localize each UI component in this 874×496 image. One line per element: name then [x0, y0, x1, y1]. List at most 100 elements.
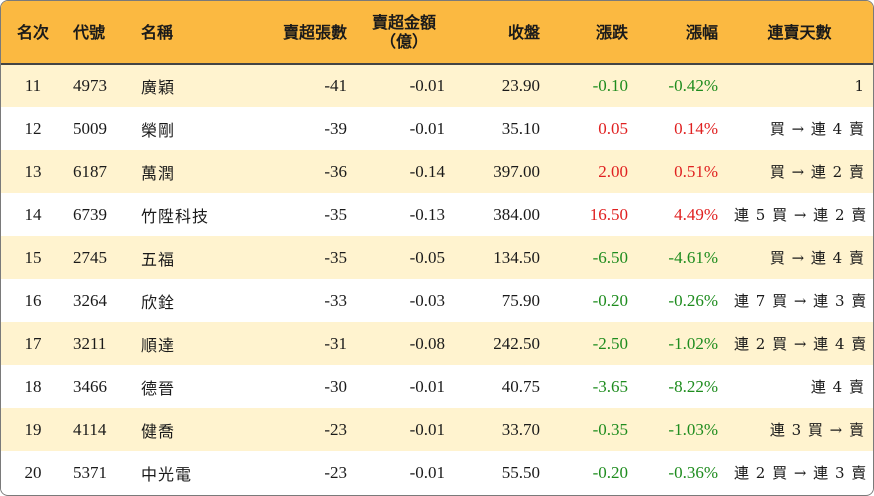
- table-row[interactable]: 19 4114 健喬 -23 -0.01 33.70 -0.35 -1.03% 連 3 買 → …: [1, 408, 873, 451]
- streak-cell: 連 2 買 → 連 4 賣: [734, 335, 868, 353]
- streak-cell: 買 → 連 2 賣: [769, 163, 865, 181]
- sell-volume-cell: -23: [324, 419, 347, 439]
- sell-amount-cell: -0.13: [409, 204, 445, 224]
- rank-cell: 16: [24, 290, 42, 310]
- pct-cell: -4.61%: [668, 247, 718, 267]
- rank-cell: 15: [24, 247, 42, 267]
- streak-cell: 買 → 連 4 賣: [769, 249, 865, 267]
- name-cell: 中光電: [141, 464, 193, 484]
- pct-cell: -8.22%: [668, 376, 718, 396]
- sell-volume-cell: -31: [324, 333, 347, 353]
- streak-cell: 買 → 連 4 賣: [769, 120, 865, 138]
- pct-cell: -0.26%: [668, 290, 718, 310]
- streak-cell: 1: [854, 77, 865, 95]
- table-row[interactable]: 11 4973 廣穎 -41 -0.01 23.90 -0.10 -0.42% 1: [1, 64, 873, 107]
- pct-cell: -1.02%: [668, 333, 718, 353]
- change-cell: 0.05: [598, 118, 628, 138]
- streak-cell: 連 3 買 → 賣: [769, 421, 865, 439]
- code-cell: 5009: [73, 118, 107, 138]
- pct-cell: -0.42%: [668, 76, 718, 95]
- close-cell: 242.50: [493, 333, 540, 353]
- change-cell: -3.65: [592, 376, 628, 396]
- rank-cell: 12: [24, 118, 42, 138]
- table-row[interactable]: 16 3264 欣銓 -33 -0.03 75.90 -0.20 -0.26% 連 7 買 → …: [1, 279, 873, 322]
- pct-cell: 0.51%: [674, 161, 718, 181]
- header-rank[interactable]: 名次: [16, 22, 49, 42]
- streak-cell: 連 4 賣: [810, 378, 865, 396]
- sell-amount-cell: -0.14: [409, 161, 445, 181]
- sell-amount-cell: -0.01: [409, 118, 445, 138]
- code-cell: 6187: [73, 161, 107, 181]
- header-sell-volume[interactable]: 賣超張數: [282, 22, 347, 42]
- header-name[interactable]: 名稱: [141, 22, 174, 42]
- sell-volume-cell: -30: [324, 376, 347, 396]
- rank-cell: 17: [24, 333, 42, 353]
- code-cell: 5371: [73, 462, 107, 482]
- header-close[interactable]: 收盤: [507, 22, 540, 42]
- sell-volume-cell: -39: [324, 118, 347, 138]
- code-cell: 4114: [73, 419, 107, 439]
- header-sell-amount[interactable]: 賣超金額 （億）: [355, 1, 453, 64]
- name-cell: 竹陞科技: [141, 206, 210, 226]
- close-cell: 384.00: [493, 204, 540, 224]
- code-cell: 2745: [73, 247, 107, 267]
- header-streak[interactable]: 連賣天數: [767, 22, 832, 42]
- name-cell: 廣穎: [141, 78, 176, 97]
- sell-amount-cell: -0.01: [409, 462, 445, 482]
- name-cell: 五福: [141, 249, 176, 269]
- header-pct[interactable]: 漲幅: [685, 22, 718, 42]
- change-cell: -0.10: [592, 76, 628, 95]
- close-cell: 397.00: [493, 161, 540, 181]
- sell-volume-cell: -33: [324, 290, 347, 310]
- table-row[interactable]: 18 3466 德晉 -30 -0.01 40.75 -3.65 -8.22% 連 4 賣: [1, 365, 873, 408]
- header-row: 名次 代號 名稱 賣超張數 賣超金額 （億） 收盤 漲跌 漲幅 連賣天數: [1, 1, 873, 64]
- sell-volume-cell: -23: [324, 462, 347, 482]
- code-cell: 3466: [73, 376, 107, 396]
- table-row[interactable]: 17 3211 順達 -31 -0.08 242.50 -2.50 -1.02% 連 2 買 →…: [1, 322, 873, 365]
- rank-cell: 14: [24, 204, 42, 224]
- rank-cell: 11: [24, 76, 42, 95]
- header-change[interactable]: 漲跌: [595, 22, 628, 42]
- sell-amount-cell: -0.03: [409, 290, 445, 310]
- sell-volume-cell: -41: [324, 76, 347, 95]
- close-cell: 75.90: [501, 290, 540, 310]
- table-row[interactable]: 20 5371 中光電 -23 -0.01 55.50 -0.20 -0.36% 連 2 買 →…: [1, 451, 873, 494]
- sell-volume-cell: -36: [324, 161, 347, 181]
- table-row[interactable]: 15 2745 五福 -35 -0.05 134.50 -6.50 -4.61% 買 → 連 4…: [1, 236, 873, 279]
- close-cell: 35.10: [501, 118, 540, 138]
- streak-cell: 連 2 買 → 連 3 賣: [734, 464, 868, 482]
- change-cell: 16.50: [589, 204, 628, 224]
- change-cell: -0.20: [592, 290, 628, 310]
- close-cell: 40.75: [501, 376, 540, 396]
- name-cell: 萬潤: [141, 163, 176, 183]
- table-row[interactable]: 13 6187 萬潤 -36 -0.14 397.00 2.00 0.51% 買 → 連 2 賣: [1, 150, 873, 193]
- name-cell: 德晉: [141, 378, 176, 398]
- name-cell: 順達: [141, 335, 176, 355]
- name-cell: 欣銓: [141, 292, 176, 312]
- rank-cell: 19: [24, 419, 42, 439]
- table-row[interactable]: 12 5009 榮剛 -39 -0.01 35.10 0.05 0.14% 買 → 連 4 賣: [1, 107, 873, 150]
- code-cell: 3264: [73, 290, 107, 310]
- change-cell: -6.50: [592, 247, 628, 267]
- code-cell: 3211: [73, 333, 107, 353]
- code-cell: 6739: [73, 204, 107, 224]
- header-code[interactable]: 代號: [73, 22, 106, 42]
- streak-cell: 連 7 買 → 連 3 賣: [734, 292, 868, 310]
- rank-cell: 13: [24, 161, 42, 181]
- sell-volume-cell: -35: [324, 247, 347, 267]
- sell-volume-cell: -35: [324, 204, 347, 224]
- table-header: 名次 代號 名稱 賣超張數 賣超金額 （億） 收盤 漲跌 漲幅 連賣天數: [1, 1, 873, 64]
- sell-amount-cell: -0.01: [409, 419, 445, 439]
- close-cell: 33.70: [501, 419, 540, 439]
- rank-cell: 18: [24, 376, 42, 396]
- pct-cell: 0.14%: [674, 118, 718, 138]
- sell-amount-cell: -0.01: [409, 76, 445, 95]
- table-row[interactable]: 14 6739 竹陞科技 -35 -0.13 384.00 16.50 4.49% 連 5 買 …: [1, 193, 873, 236]
- change-cell: -0.20: [592, 462, 628, 482]
- change-cell: -0.35: [592, 419, 628, 439]
- pct-cell: -1.03%: [668, 419, 718, 439]
- name-cell: 榮剛: [141, 120, 176, 140]
- sell-amount-cell: -0.01: [409, 376, 445, 396]
